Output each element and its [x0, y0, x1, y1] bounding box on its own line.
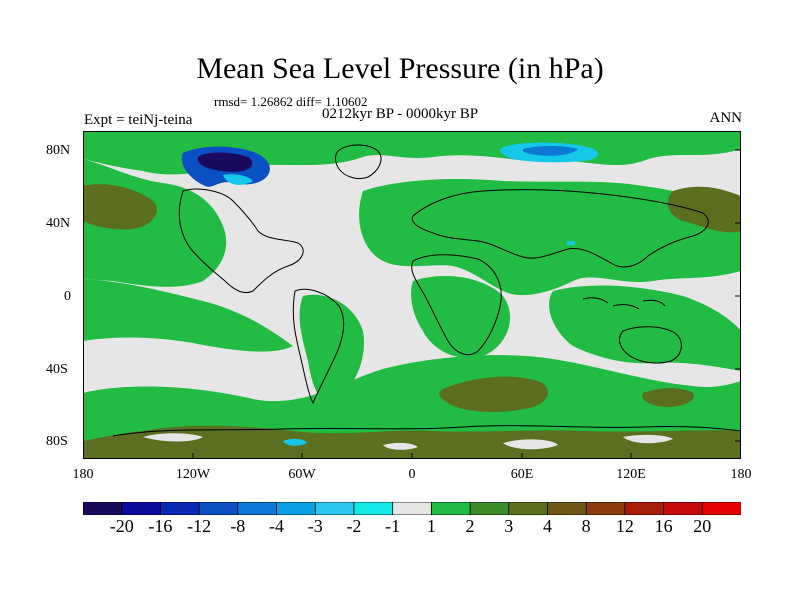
lon-label-60w: 60W: [288, 467, 316, 482]
colorbar-swatch: [314, 502, 355, 515]
colorbar-label: 2: [465, 516, 475, 536]
coastline-greenland: [335, 144, 382, 180]
colorbar-swatch: [508, 502, 549, 515]
colorbar-swatch: [547, 502, 588, 515]
colorbar-swatch: [160, 502, 201, 515]
stats-text: rmsd= 1.26862 diff= 1.10602: [214, 94, 368, 109]
tropics-green-region: [83, 279, 293, 352]
colorbar-swatch: [198, 502, 239, 515]
siberia-negative-core: [522, 146, 578, 156]
north-pacific-olive-region: [83, 184, 157, 230]
lat-label-80n: 80N: [46, 143, 71, 158]
colorbar-label: -16: [148, 516, 173, 536]
coastline-eurasia: [411, 189, 709, 268]
colorbar-label: 4: [542, 516, 552, 536]
colorbar-swatch: [585, 502, 626, 515]
lon-label-180-east: 180: [730, 467, 752, 482]
colorbar: [83, 502, 741, 515]
colorbar-swatch: [237, 502, 278, 515]
antarctic-cyan-patch: [283, 438, 307, 446]
lon-ticks: [83, 453, 741, 459]
lon-label-120w: 120W: [175, 467, 211, 482]
greenland-negative-core: [197, 152, 253, 172]
lat-label-40s: 40S: [46, 362, 68, 377]
coastline-north-america: [178, 188, 304, 294]
lon-label-120e: 120E: [616, 467, 646, 482]
period-text: 0212kyr BP - 0000kyr BP: [322, 106, 479, 122]
colorbar-label: -12: [187, 516, 212, 536]
colorbar-label: 8: [581, 516, 591, 536]
coastline-africa: [411, 254, 502, 356]
lat-label-40n: 40N: [46, 216, 71, 231]
season-label: ANN: [709, 110, 743, 126]
colorbar-swatch: [353, 502, 394, 515]
colorbar-swatch: [624, 502, 665, 515]
tibet-cyan-patch: [567, 241, 575, 245]
africa-green-region: [411, 276, 511, 359]
colorbar-swatch: [121, 502, 162, 515]
colorbar-label: -2: [346, 516, 362, 536]
lat-ticks: [735, 149, 741, 442]
indo-pacific-green-region: [549, 285, 741, 371]
colorbar-label: 20: [693, 516, 712, 536]
antarctic-olive-region: [83, 425, 741, 459]
southern-ocean-olive-region-2: [642, 388, 694, 407]
coastline-south-america: [292, 288, 345, 405]
colorbar-swatch: [701, 502, 741, 515]
lon-label-0: 0: [408, 467, 416, 482]
pressure-map: [83, 131, 741, 459]
lat-label-80s: 80S: [46, 434, 68, 449]
experiment-label: Expt = teiNj-teina: [84, 112, 193, 128]
south-america-green-region: [299, 294, 364, 402]
asia-olive-region: [667, 186, 741, 233]
colorbar-label: 16: [654, 516, 673, 536]
colorbar-label: -4: [269, 516, 285, 536]
eurasia-green-region: [359, 179, 741, 296]
colorbar-swatch: [469, 502, 510, 515]
page-title: Mean Sea Level Pressure (in hPa): [196, 52, 604, 85]
colorbar-label: 3: [504, 516, 514, 536]
coastline-indonesia: [582, 297, 666, 310]
colorbar-swatch: [663, 502, 704, 515]
colorbar-label: 1: [426, 516, 436, 536]
antarctic-white-patches: [143, 433, 673, 450]
colorbar-label: 12: [615, 516, 634, 536]
colorbar-swatch: [392, 502, 433, 515]
lat-label-0: 0: [64, 289, 71, 304]
colorbar-swatch: [430, 502, 471, 515]
southern-ocean-olive-region: [439, 376, 549, 412]
lon-label-60e: 60E: [510, 467, 534, 482]
colorbar-label: -1: [385, 516, 401, 536]
lon-label-180-west: 180: [72, 467, 94, 482]
coastline-antarctica: [112, 425, 741, 437]
colorbar-label: -3: [307, 516, 323, 536]
greenland-cyan-fringe: [223, 174, 253, 185]
coastline-australia: [619, 326, 682, 364]
colorbar-swatch: [276, 502, 317, 515]
colorbar-label: -8: [230, 516, 246, 536]
colorbar-swatch: [83, 502, 123, 515]
colorbar-label: -20: [109, 516, 134, 536]
